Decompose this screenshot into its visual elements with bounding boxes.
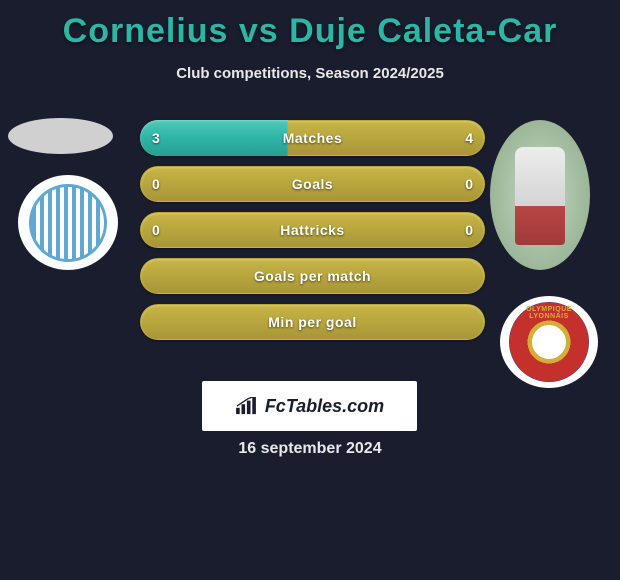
player-left-avatar [8,118,113,154]
site-logo: FcTables.com [202,381,417,431]
club-right-badge: OLYMPIQUE LYONNAIS [500,296,598,388]
player-right-avatar [490,120,590,270]
stat-value-left: 3 [152,120,160,156]
stat-label: Matches [140,120,485,156]
stat-label: Hattricks [140,212,485,248]
stat-label: Min per goal [140,304,485,340]
page-title: Cornelius vs Duje Caleta-Car [0,0,620,51]
stat-label: Goals [140,166,485,202]
stat-value-right: 0 [465,212,473,248]
stat-row: Matches3 4 [140,120,485,156]
site-logo-text: FcTables.com [265,396,384,417]
stat-value-left: 0 [152,166,160,202]
club-right-inner: OLYMPIQUE LYONNAIS [509,302,589,382]
subtitle: Club competitions, Season 2024/2025 [0,65,620,82]
bar-chart-icon [235,397,257,415]
club-left-badge [18,175,118,270]
stat-row: Goals0 0 [140,166,485,202]
stat-row: Hattricks0 0 [140,212,485,248]
club-left-inner [29,184,107,262]
stat-value-left: 0 [152,212,160,248]
stat-label: Goals per match [140,258,485,294]
stat-bars: Matches34Goals00Hattricks00Goals per mat… [140,120,485,350]
club-right-label: OLYMPIQUE LYONNAIS [509,306,589,320]
stat-row: Min per goal [140,304,485,340]
stat-row: Goals per match [140,258,485,294]
date-text: 16 september 2024 [0,440,620,458]
stat-value-right: 0 [465,166,473,202]
stat-value-right: 4 [465,120,473,156]
